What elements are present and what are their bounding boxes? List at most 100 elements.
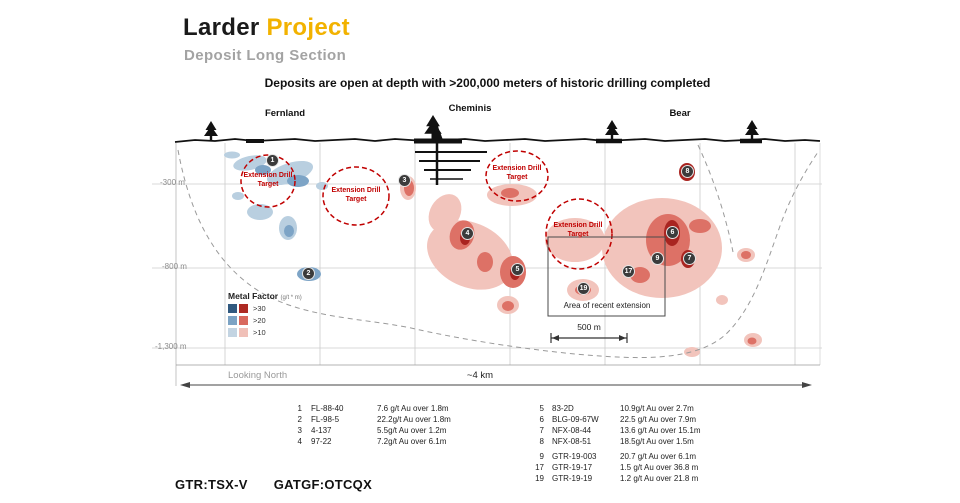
assay-result: 20.7 g/t Au over 6.1m <box>620 452 697 461</box>
drill-results-table-left: 1 FL-88-40 7.6 g/t Au over 1.8m 2 FL-98-… <box>290 403 451 447</box>
page-subtitle: Deposit Long Section <box>184 47 347 64</box>
hole-id: 83-2D <box>552 404 574 413</box>
row-num: 1 <box>297 404 302 413</box>
assay-result: 7.2g/t Au over 6.1m <box>377 437 447 446</box>
row-num: 3 <box>297 426 302 435</box>
hole-id: NFX-08-51 <box>552 437 592 446</box>
legend-swatch-blue-30 <box>228 304 237 313</box>
legend-title-text: Metal Factor <box>228 291 279 301</box>
drill-marker-9: 9 <box>651 252 664 265</box>
deposit-label-cheminis: Cheminis <box>448 103 492 114</box>
extension-target-label: Extension Drill Target <box>553 222 603 238</box>
legend-swatch-blue-10 <box>228 328 237 337</box>
hole-id: GTR-19-19 <box>552 474 593 483</box>
scale-bar <box>550 333 628 343</box>
drill-marker-6: 6 <box>666 226 679 239</box>
extension-target-label: Extension Drill Target <box>331 187 381 203</box>
title-word-project: Project <box>266 14 350 41</box>
hole-id: FL-98-5 <box>311 415 340 424</box>
legend-swatch-red-10 <box>239 328 248 337</box>
deposit-label-bear: Bear <box>669 108 691 119</box>
drill-marker-5: 5 <box>511 263 524 276</box>
hole-id: 97-22 <box>311 437 332 446</box>
row-num: 4 <box>297 437 302 446</box>
row-num: 17 <box>535 463 544 472</box>
area-of-extension-label: Area of recent extension <box>551 301 663 310</box>
drill-marker-8: 8 <box>681 165 694 178</box>
hole-id: FL-88-40 <box>311 404 344 413</box>
table-row: 1 FL-88-40 7.6 g/t Au over 1.8m <box>290 403 451 414</box>
assay-result: 1.5 g/t Au over 36.8 m <box>620 463 699 472</box>
table-row: 5 83-2D 10.9g/t Au over 2.7m <box>530 403 701 414</box>
depth-label-1300: -1,300 m <box>155 342 187 351</box>
legend-label-30: >30 <box>253 304 266 313</box>
assay-result: 10.9g/t Au over 2.7m <box>620 404 694 413</box>
extension-target-label: Extension Drill Target <box>243 172 293 188</box>
row-num: 6 <box>539 415 544 424</box>
page-title: Larder Project <box>183 14 350 42</box>
mine-workings-icon <box>415 124 487 185</box>
table-row: 6 BLG-09-67W 22.5 g/t Au over 7.9m <box>530 414 701 425</box>
ticker-otcqx: GATGF:OTCQX <box>273 477 373 492</box>
table-row: 3 4-137 5.5g/t Au over 1.2m <box>290 425 451 436</box>
table-row: 4 97-22 7.2g/t Au over 6.1m <box>290 436 451 447</box>
hole-id: 4-137 <box>311 426 332 435</box>
legend-swatch-red-20 <box>239 316 248 325</box>
row-num: 8 <box>539 437 544 446</box>
assay-result: 22.5 g/t Au over 7.9m <box>620 415 697 424</box>
blue-mineralization-blobs <box>224 151 328 281</box>
depth-label-300: -300 m <box>160 178 185 187</box>
drill-marker-1: 1 <box>266 154 279 167</box>
assay-result: 18.5g/t Au over 1.5m <box>620 437 694 446</box>
assay-result: 1.2 g/t Au over 21.8 m <box>620 474 699 483</box>
table-row: 8 NFX-08-51 18.5g/t Au over 1.5m <box>530 436 701 447</box>
hole-id: BLG-09-67W <box>552 415 599 424</box>
hole-id: GTR-19-17 <box>552 463 593 472</box>
row-num: 9 <box>539 452 544 461</box>
assay-result: 13.6 g/t Au over 15.1m <box>620 426 701 435</box>
assay-result: 22.2g/t Au over 1.8m <box>377 415 451 424</box>
grid-lines <box>152 143 822 386</box>
headline-text: Deposits are open at depth with >200,000… <box>264 76 711 90</box>
table-row: 7 NFX-08-44 13.6 g/t Au over 15.1m <box>530 425 701 436</box>
assay-result: 5.5g/t Au over 1.2m <box>377 426 447 435</box>
extension-target-ellipse <box>322 166 390 226</box>
drill-marker-4: 4 <box>461 227 474 240</box>
legend-row-20: >20 <box>228 316 302 325</box>
table-row: 19 GTR-19-19 1.2 g/t Au over 21.8 m <box>530 473 701 484</box>
area-of-extension-box <box>547 236 666 317</box>
geology-outline-dashed <box>177 144 819 359</box>
extension-target-ellipse <box>545 198 613 270</box>
extension-target-ellipse <box>485 150 549 202</box>
assay-result: 7.6 g/t Au over 1.8m <box>377 404 449 413</box>
hole-id: NFX-08-44 <box>552 426 592 435</box>
deposit-label-fernland: Fernland <box>264 108 306 119</box>
table-row: 2 FL-98-5 22.2g/t Au over 1.8m <box>290 414 451 425</box>
row-num: 7 <box>539 426 544 435</box>
stock-tickers: GTR:TSX-V GATGF:OTCQX <box>175 477 394 492</box>
legend-unit-text: (g/t * m) <box>280 295 302 301</box>
legend-swatch-red-30 <box>239 304 248 313</box>
legend-title: Metal Factor (g/t * m) <box>228 291 302 301</box>
section-extent-arrow <box>180 382 812 388</box>
extension-target-label: Extension Drill Target <box>492 165 542 181</box>
drill-marker-17: 17 <box>622 265 635 278</box>
drill-results-table-right: 5 83-2D 10.9g/t Au over 2.7m 6 BLG-09-67… <box>530 403 701 484</box>
title-word-larder: Larder <box>183 14 260 41</box>
ticker-tsxv: GTR:TSX-V <box>175 477 248 492</box>
legend-row-30: >30 <box>228 304 302 313</box>
row-num: 19 <box>535 474 544 483</box>
legend-row-10: >10 <box>228 328 302 337</box>
row-num: 5 <box>539 404 544 413</box>
legend-label-20: >20 <box>253 316 266 325</box>
table-row: 9 GTR-19-003 20.7 g/t Au over 6.1m <box>530 451 701 462</box>
drill-marker-2: 2 <box>302 267 315 280</box>
hole-id: GTR-19-003 <box>552 452 597 461</box>
table-row: 17 GTR-19-17 1.5 g/t Au over 36.8 m <box>530 462 701 473</box>
drill-marker-3: 3 <box>398 174 411 187</box>
surface-line <box>174 138 821 144</box>
row-num: 2 <box>297 415 302 424</box>
drill-marker-19: 19 <box>577 282 590 295</box>
legend-swatch-blue-20 <box>228 316 237 325</box>
orientation-label: Looking North <box>228 370 288 381</box>
